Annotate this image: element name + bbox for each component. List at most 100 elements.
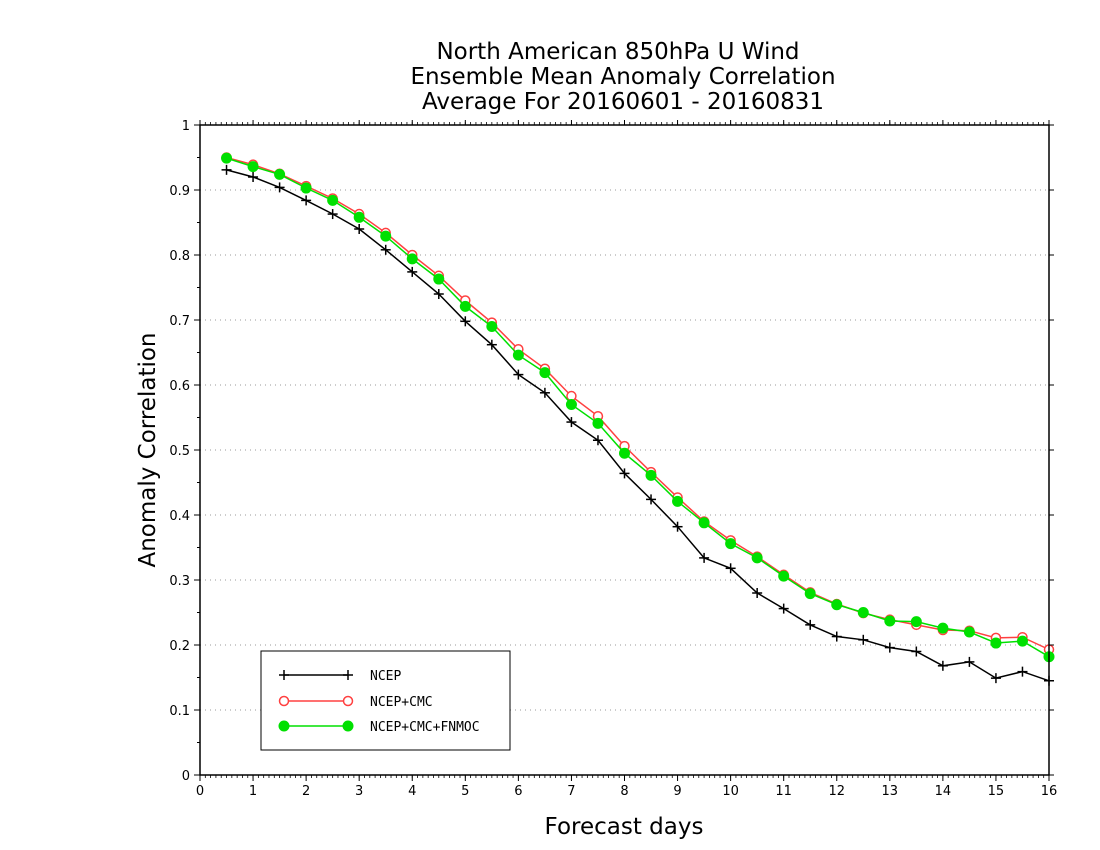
x-tick-label-5: 5 <box>461 784 469 799</box>
legend-marker-left-0 <box>279 670 289 680</box>
x-tick-label-10: 10 <box>722 784 739 799</box>
x-tick-label-3: 3 <box>355 784 363 799</box>
data-point-0-18 <box>699 552 710 563</box>
x-tick-label-8: 8 <box>620 784 628 799</box>
data-point-0-8 <box>433 289 444 299</box>
data-point-0-29 <box>990 673 1001 684</box>
data-point-0-16 <box>646 494 657 505</box>
y-axis-title: Anomaly Correlation <box>135 332 161 567</box>
data-point-2-29 <box>990 637 1002 649</box>
y-tick-label-4: 0.4 <box>169 509 190 524</box>
x-tick-label-12: 12 <box>828 784 845 799</box>
data-point-2-7 <box>406 253 418 265</box>
data-point-2-15 <box>619 447 630 459</box>
y-tick-label-3: 0.3 <box>169 574 190 589</box>
x-tick-label-11: 11 <box>775 784 792 799</box>
legend-marker-right-0 <box>343 670 353 680</box>
x-tick-label-16: 16 <box>1041 784 1058 799</box>
data-point-0-6 <box>380 244 391 255</box>
data-point-0-24 <box>858 634 869 645</box>
data-point-2-16 <box>645 469 657 481</box>
data-point-2-27 <box>937 622 949 634</box>
data-point-0-14 <box>592 435 603 446</box>
series-line-1 <box>226 156 1050 651</box>
data-point-2-13 <box>565 399 577 410</box>
x-tick-label-1: 1 <box>249 784 257 799</box>
data-point-2-11 <box>512 349 524 361</box>
data-point-0-5 <box>354 224 365 234</box>
data-point-2-5 <box>353 211 365 223</box>
data-point-0-22 <box>805 619 816 630</box>
data-point-2-4 <box>327 194 339 206</box>
data-point-2-26 <box>910 616 922 628</box>
series-line-2 <box>226 157 1050 658</box>
data-point-0-26 <box>911 646 922 657</box>
data-point-0-9 <box>460 316 471 327</box>
chart-title: North American 850hPa U Wind Ensemble Me… <box>410 39 835 115</box>
x-tick-label-15: 15 <box>988 784 1005 799</box>
data-point-2-24 <box>857 607 869 618</box>
data-point-0-21 <box>778 603 789 614</box>
data-point-2-21 <box>778 570 790 582</box>
data-point-2-2 <box>274 168 286 180</box>
plot-frame <box>199 124 1050 776</box>
data-point-2-3 <box>300 182 312 194</box>
series-ncep <box>221 164 1054 686</box>
data-point-0-12 <box>539 387 550 398</box>
series-layer <box>221 152 1055 686</box>
data-point-2-20 <box>751 552 763 564</box>
data-point-2-19 <box>725 538 737 550</box>
y-tick-label-7: 0.7 <box>169 314 190 329</box>
data-point-2-18 <box>698 517 710 529</box>
data-point-0-20 <box>752 588 763 598</box>
data-point-2-22 <box>804 588 816 600</box>
data-point-2-28 <box>963 626 975 638</box>
series-line-0 <box>226 169 1050 682</box>
data-point-2-0 <box>221 152 233 164</box>
data-point-0-11 <box>513 369 524 380</box>
y-tick-label-8: 0.8 <box>169 249 190 264</box>
legend-label-1: NCEP+CMC <box>370 695 433 710</box>
data-point-0-7 <box>407 266 418 277</box>
data-point-0-25 <box>884 642 895 653</box>
data-point-0-1 <box>248 172 259 182</box>
y-tick-label-0: 0 <box>182 769 190 784</box>
x-tick-label-2: 2 <box>302 784 310 799</box>
x-tick-label-14: 14 <box>935 784 952 799</box>
data-point-2-8 <box>433 273 445 285</box>
legend: NCEP NCEP+CMC NCEP+CMC+FNMOC <box>260 650 511 751</box>
x-tick-label-6: 6 <box>514 784 522 799</box>
data-point-0-17 <box>672 521 683 532</box>
y-tick-label-1: 0.1 <box>169 704 190 719</box>
chart-title-line-1: North American 850hPa U Wind <box>436 39 799 65</box>
y-tick-label-5: 0.5 <box>169 444 190 459</box>
legend-entries: NCEP NCEP+CMC NCEP+CMC+FNMOC <box>278 669 480 735</box>
series-ncep-cmc-fnmoc <box>221 152 1055 663</box>
data-point-0-30 <box>1017 666 1028 677</box>
data-point-0-23 <box>831 631 842 642</box>
data-point-0-27 <box>937 660 948 671</box>
legend-marker-right-2 <box>342 720 354 732</box>
legend-marker-right-1 <box>342 695 354 707</box>
x-tick-label-7: 7 <box>567 784 575 799</box>
legend-label-0: NCEP <box>370 669 401 684</box>
data-point-0-19 <box>725 563 736 574</box>
y-tick-label-10: 1 <box>182 119 190 134</box>
legend-marker-left-2 <box>278 720 290 732</box>
data-point-0-10 <box>486 339 497 350</box>
data-point-2-1 <box>247 161 259 173</box>
data-point-2-30 <box>1016 635 1028 647</box>
x-axis-title: Forecast days <box>545 814 704 840</box>
legend-label-2: NCEP+CMC+FNMOC <box>370 720 480 735</box>
x-tick-label-13: 13 <box>882 784 899 799</box>
data-point-0-3 <box>301 195 312 206</box>
x-tick-label-4: 4 <box>408 784 416 799</box>
chart-title-line-3: Average For 20160601 - 20160831 <box>422 89 824 115</box>
data-point-0-13 <box>566 417 577 428</box>
data-point-2-12 <box>539 367 551 379</box>
y-tick-label-9: 0.9 <box>169 184 190 199</box>
x-tick-label-0: 0 <box>196 784 204 799</box>
data-point-0-28 <box>964 656 975 667</box>
data-point-0-0 <box>221 164 232 175</box>
